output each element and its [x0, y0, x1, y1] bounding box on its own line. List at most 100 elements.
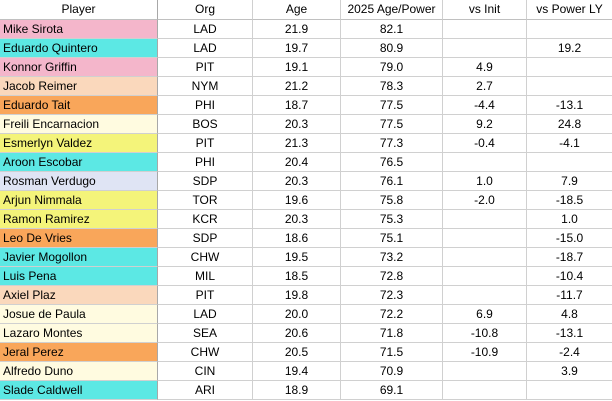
cell-2025-age-power[interactable]: 72.3 [341, 286, 443, 305]
cell-2025-age-power[interactable]: 77.5 [341, 96, 443, 115]
cell-vs-power-ly[interactable] [527, 153, 612, 172]
cell-player[interactable]: Luis Pena [0, 267, 158, 286]
cell-vs-power-ly[interactable] [527, 58, 612, 77]
cell-player[interactable]: Aroon Escobar [0, 153, 158, 172]
cell-org[interactable]: CIN [158, 362, 253, 381]
cell-age[interactable]: 19.1 [253, 58, 341, 77]
cell-age[interactable]: 20.6 [253, 324, 341, 343]
cell-vs-init[interactable] [443, 210, 527, 229]
cell-2025-age-power[interactable]: 75.1 [341, 229, 443, 248]
cell-age[interactable]: 18.7 [253, 96, 341, 115]
cell-age[interactable]: 19.8 [253, 286, 341, 305]
cell-org[interactable]: SDP [158, 229, 253, 248]
cell-player[interactable]: Eduardo Tait [0, 96, 158, 115]
cell-vs-power-ly[interactable]: 3.9 [527, 362, 612, 381]
cell-vs-power-ly[interactable]: -18.5 [527, 191, 612, 210]
cell-vs-init[interactable]: 6.9 [443, 305, 527, 324]
cell-org[interactable]: PIT [158, 286, 253, 305]
cell-vs-init[interactable] [443, 381, 527, 400]
cell-2025-age-power[interactable]: 75.3 [341, 210, 443, 229]
cell-org[interactable]: CHW [158, 248, 253, 267]
cell-player[interactable]: Arjun Nimmala [0, 191, 158, 210]
cell-vs-power-ly[interactable]: -11.7 [527, 286, 612, 305]
cell-org[interactable]: PHI [158, 96, 253, 115]
header-2025-age-power[interactable]: 2025 Age/Power [341, 0, 443, 20]
cell-player[interactable]: Rosman Verdugo [0, 172, 158, 191]
cell-age[interactable]: 20.3 [253, 210, 341, 229]
cell-2025-age-power[interactable]: 72.2 [341, 305, 443, 324]
cell-org[interactable]: KCR [158, 210, 253, 229]
cell-age[interactable]: 19.6 [253, 191, 341, 210]
cell-vs-power-ly[interactable] [527, 77, 612, 96]
cell-vs-power-ly[interactable] [527, 381, 612, 400]
cell-vs-power-ly[interactable]: 1.0 [527, 210, 612, 229]
cell-player[interactable]: Freili Encarnacion [0, 115, 158, 134]
cell-vs-init[interactable] [443, 248, 527, 267]
cell-2025-age-power[interactable]: 77.3 [341, 134, 443, 153]
cell-2025-age-power[interactable]: 73.2 [341, 248, 443, 267]
header-player[interactable]: Player [0, 0, 158, 20]
cell-2025-age-power[interactable]: 71.5 [341, 343, 443, 362]
cell-org[interactable]: MIL [158, 267, 253, 286]
cell-age[interactable]: 20.5 [253, 343, 341, 362]
cell-vs-init[interactable] [443, 267, 527, 286]
header-vs-power-ly[interactable]: vs Power LY [527, 0, 612, 20]
cell-vs-init[interactable] [443, 153, 527, 172]
cell-vs-init[interactable]: -10.9 [443, 343, 527, 362]
cell-2025-age-power[interactable]: 78.3 [341, 77, 443, 96]
cell-2025-age-power[interactable]: 82.1 [341, 20, 443, 39]
cell-player[interactable]: Eduardo Quintero [0, 39, 158, 58]
cell-age[interactable]: 18.5 [253, 267, 341, 286]
cell-vs-init[interactable]: 9.2 [443, 115, 527, 134]
cell-2025-age-power[interactable]: 76.1 [341, 172, 443, 191]
cell-player[interactable]: Slade Caldwell [0, 381, 158, 400]
cell-org[interactable]: LAD [158, 20, 253, 39]
cell-org[interactable]: PIT [158, 134, 253, 153]
cell-2025-age-power[interactable]: 75.8 [341, 191, 443, 210]
cell-org[interactable]: CHW [158, 343, 253, 362]
cell-2025-age-power[interactable]: 71.8 [341, 324, 443, 343]
cell-vs-power-ly[interactable] [527, 20, 612, 39]
cell-vs-init[interactable]: 1.0 [443, 172, 527, 191]
cell-vs-init[interactable]: -4.4 [443, 96, 527, 115]
cell-player[interactable]: Esmerlyn Valdez [0, 134, 158, 153]
cell-player[interactable]: Ramon Ramirez [0, 210, 158, 229]
header-age[interactable]: Age [253, 0, 341, 20]
cell-vs-init[interactable] [443, 20, 527, 39]
cell-vs-init[interactable]: 4.9 [443, 58, 527, 77]
cell-2025-age-power[interactable]: 80.9 [341, 39, 443, 58]
cell-player[interactable]: Lazaro Montes [0, 324, 158, 343]
cell-vs-init[interactable] [443, 39, 527, 58]
cell-vs-power-ly[interactable]: -10.4 [527, 267, 612, 286]
cell-player[interactable]: Leo De Vries [0, 229, 158, 248]
cell-org[interactable]: PHI [158, 153, 253, 172]
cell-age[interactable]: 20.4 [253, 153, 341, 172]
cell-vs-init[interactable]: -10.8 [443, 324, 527, 343]
cell-2025-age-power[interactable]: 72.8 [341, 267, 443, 286]
cell-org[interactable]: ARI [158, 381, 253, 400]
cell-vs-power-ly[interactable]: -13.1 [527, 96, 612, 115]
cell-org[interactable]: TOR [158, 191, 253, 210]
cell-player[interactable]: Jeral Perez [0, 343, 158, 362]
cell-org[interactable]: LAD [158, 39, 253, 58]
cell-vs-power-ly[interactable]: 19.2 [527, 39, 612, 58]
cell-vs-init[interactable] [443, 286, 527, 305]
cell-vs-power-ly[interactable]: -13.1 [527, 324, 612, 343]
header-vs-init[interactable]: vs Init [443, 0, 527, 20]
cell-org[interactable]: SDP [158, 172, 253, 191]
cell-vs-init[interactable] [443, 362, 527, 381]
cell-vs-power-ly[interactable]: -15.0 [527, 229, 612, 248]
cell-2025-age-power[interactable]: 76.5 [341, 153, 443, 172]
cell-age[interactable]: 21.9 [253, 20, 341, 39]
cell-player[interactable]: Mike Sirota [0, 20, 158, 39]
cell-age[interactable]: 20.0 [253, 305, 341, 324]
cell-player[interactable]: Josue de Paula [0, 305, 158, 324]
cell-age[interactable]: 20.3 [253, 172, 341, 191]
cell-vs-init[interactable]: -2.0 [443, 191, 527, 210]
cell-vs-power-ly[interactable]: -18.7 [527, 248, 612, 267]
cell-org[interactable]: LAD [158, 305, 253, 324]
cell-age[interactable]: 18.6 [253, 229, 341, 248]
cell-org[interactable]: PIT [158, 58, 253, 77]
cell-age[interactable]: 18.9 [253, 381, 341, 400]
header-org[interactable]: Org [158, 0, 253, 20]
